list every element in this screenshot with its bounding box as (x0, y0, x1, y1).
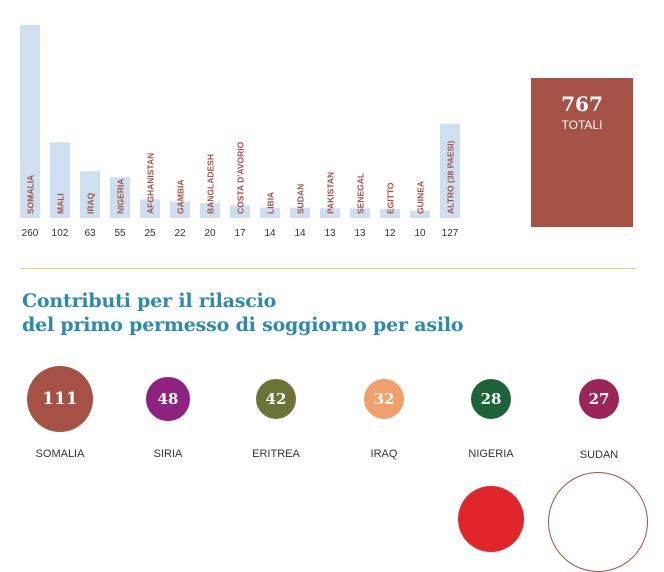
bar-value-label: 14 (264, 228, 276, 239)
bar-category-label: BANGLADESH (206, 154, 216, 214)
bar-libia (260, 207, 280, 218)
bar-category-label: PAKISTAN (326, 172, 336, 214)
bar-chart: SOMALIA 260 MALI 102 IRAQ 63 NIGERIA 55 AFGHANIS… (20, 25, 460, 239)
bar-value-label: 10 (414, 228, 426, 239)
bar-value-label: 63 (84, 228, 96, 239)
bar-sudan (290, 207, 310, 218)
bar-value-label: 13 (354, 228, 366, 239)
bubble-sudan: 27 (579, 379, 619, 419)
red-bubble-partial (458, 486, 524, 552)
bar-afghanistan (140, 199, 160, 218)
bubble-eritrea: 42 (255, 378, 297, 420)
bar-category-label: GAMBIA (176, 180, 186, 214)
bar-pakistan (320, 208, 340, 218)
bar-guinea (410, 210, 430, 218)
bubble-label: SOMALIA (35, 448, 85, 460)
bar-nigeria (110, 177, 130, 218)
bar-category-label: IRAQ (86, 192, 96, 214)
bar-category-label: AFGHANISTAN (146, 153, 156, 214)
bar-costa-d-avorio (230, 205, 250, 218)
bar-category-label: NIGERIA (116, 179, 126, 214)
bar-category-label: LIBIA (266, 192, 276, 214)
section-title-line-2: del primo permesso di soggiorno per asil… (22, 314, 464, 336)
bar-value-label: 102 (52, 228, 69, 239)
outlined-bubble-partial (548, 472, 648, 572)
bubble-label: NIGERIA (468, 448, 514, 460)
bubble-nigeria: 28 (471, 379, 511, 419)
bar-senegal (350, 208, 370, 218)
bubble-somalia: 111 (27, 366, 93, 432)
bar-value-label: 13 (324, 228, 336, 239)
bubble-iraq: 32 (364, 379, 404, 419)
bar-egitto (380, 209, 400, 218)
section-divider (20, 268, 636, 269)
bar-altro-38-paesi- (440, 123, 460, 218)
bar-mali (50, 142, 70, 218)
bubble-label: SIRIA (153, 448, 183, 460)
total-label: TOTALI (561, 118, 603, 132)
bar-value-label: 22 (174, 228, 186, 239)
bubble-label: SUDAN (579, 449, 619, 461)
bar-iraq (80, 171, 100, 218)
section-title: Contributi per il rilascio del primo per… (22, 289, 464, 337)
total-value: 767 (561, 92, 603, 116)
bar-value-label: 12 (384, 228, 396, 239)
bubble-label: ERITREA (252, 448, 300, 460)
bar-somalia (20, 25, 40, 218)
bar-category-label: COSTA D'AVORIO (236, 141, 246, 214)
bubble-siria: 48 (146, 377, 190, 421)
bar-value-label: 20 (204, 228, 216, 239)
bar-value-label: 127 (442, 228, 459, 239)
section-title-line-1: Contributi per il rilascio (22, 290, 277, 312)
bar-category-label: SUDAN (296, 184, 306, 214)
bar-category-label: SENEGAL (356, 173, 366, 214)
bubble-label: IRAQ (370, 448, 398, 460)
bar-category-label: MALI (56, 193, 66, 214)
bubble-chart: 111 SOMALIA 48 SIRIA 42 ERITREA 32 IRAQ 28 NIGERI… (27, 366, 648, 572)
bar-value-label: 55 (114, 228, 126, 239)
total-box: 767 TOTALI (531, 78, 633, 227)
bar-value-label: 17 (234, 228, 246, 239)
bar-gambia (170, 201, 190, 218)
bar-value-label: 25 (144, 228, 156, 239)
bar-category-label: GUINEA (416, 181, 426, 214)
bar-category-label: SOMALIA (26, 175, 36, 214)
bar-category-label: ALTRO (38 PAESI) (446, 140, 456, 214)
bar-value-label: 260 (22, 228, 39, 239)
bar-bangladesh (200, 203, 220, 218)
bar-category-label: EGITTO (386, 182, 396, 214)
bar-value-label: 14 (294, 228, 306, 239)
